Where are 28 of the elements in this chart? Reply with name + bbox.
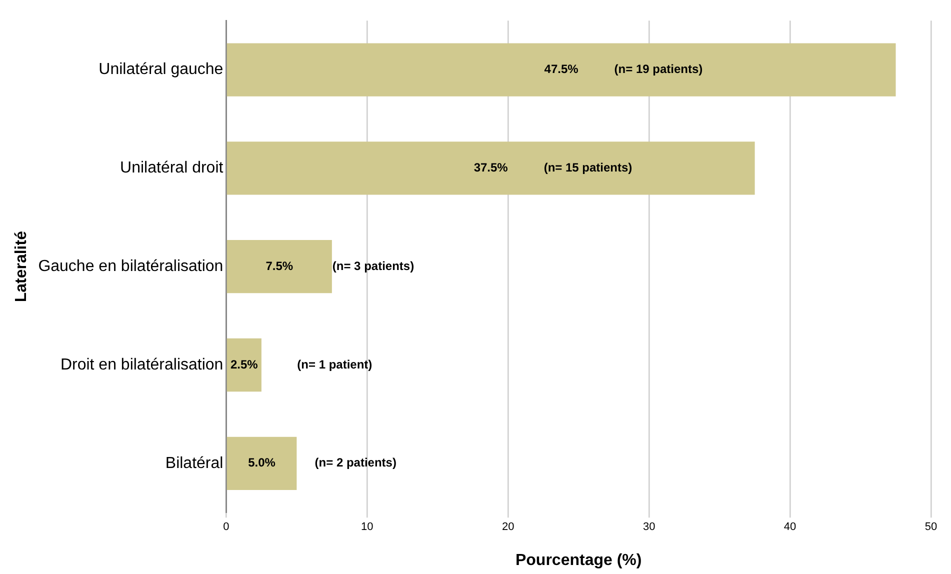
annotation: (n= 19 patients) — [614, 62, 703, 76]
annotation: (n= 1 patient) — [297, 357, 372, 372]
annotation: (n= 15 patients) — [544, 160, 632, 175]
bar — [226, 142, 755, 195]
y-tick-label: Gauche en bilatéralisation — [38, 258, 224, 276]
data-label: 2.5% — [230, 357, 258, 372]
y-tick-label: Unilatéral gauche — [98, 61, 224, 78]
data-label: 47.5% — [544, 62, 579, 76]
annotation: (n= 2 patients) — [314, 456, 396, 470]
x-tick-label: 0 — [223, 521, 230, 534]
bar — [226, 338, 262, 392]
bar — [226, 436, 297, 490]
data-label: 7.5% — [266, 258, 294, 273]
x-axis-title: Pourcentage (%) — [515, 552, 642, 569]
y-tick-label: Droit en bilatéralisation — [60, 356, 224, 374]
y-tick-label: Bilatéral — [165, 454, 224, 472]
data-label: 37.5% — [474, 160, 508, 175]
x-tick-label: 30 — [642, 521, 656, 534]
x-tick-label: 10 — [361, 521, 374, 534]
annotation: (n= 3 patients) — [332, 258, 414, 273]
data-label: 5.0% — [248, 456, 276, 470]
x-tick-label: 40 — [784, 521, 796, 534]
x-tick-label: 20 — [502, 521, 514, 534]
y-axis-title: Lateralité — [13, 230, 30, 302]
x-tick-label: 50 — [924, 521, 938, 534]
bar — [226, 240, 332, 294]
bar — [226, 43, 896, 96]
y-tick-label: Unilatéral droit — [120, 160, 224, 177]
